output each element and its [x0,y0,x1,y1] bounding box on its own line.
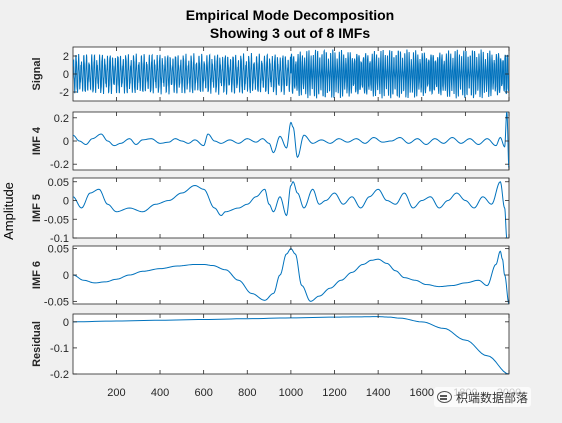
y-tick-label: -0.05 [44,296,69,308]
series-line [73,112,509,169]
y-tick-label: 0 [63,317,69,329]
panel-ylabel: IMF 4 [31,126,43,155]
y-tick-label: 0 [63,136,69,148]
x-tick-label: 1600 [410,387,434,399]
series-line [73,48,509,99]
watermark-text: 枳端数据部落 [456,390,529,405]
chart-title: Empirical Mode Decomposition [186,7,394,23]
x-tick-label: 1400 [366,387,390,399]
subplot-signal: -2 0 2 Signal [31,46,510,102]
axes-box [72,313,510,375]
subplot-group: -2 0 2 Signal -0.2 0 0.2 IMF 4 -0.1 -0.05 0 0.05 IMF… [31,46,510,381]
y-tick-label: -0.1 [50,233,69,245]
panel-ylabel: IMF 5 [31,194,43,222]
series-line [73,248,509,304]
x-tick-label: 800 [238,387,256,399]
subplot-imf-4: -0.2 0 0.2 IMF 4 [31,111,510,171]
subplot-residual: -0.2 -0.1 0 Residual [31,313,510,381]
chart-subtitle: Showing 3 out of 8 IMFs [210,25,370,41]
y-tick-label: -0.2 [50,369,69,381]
chat-bubble-icon [437,391,452,403]
y-tick-label: 0 [63,270,69,282]
subplot-imf-5: -0.1 -0.05 0 0.05 IMF 5 [31,177,510,245]
y-tick-label: 0.05 [48,244,69,256]
subplot-imf-6: -0.05 0 0.05 IMF 6 [31,244,510,308]
series-line [73,316,509,374]
axes-box [72,177,510,239]
watermark: 枳端数据部落 [434,387,532,407]
panel-ylabel: Signal [31,57,43,90]
y-tick-label: 0.2 [54,113,69,125]
axes-box [72,245,510,305]
y-tick-label: 0 [63,69,69,81]
x-tick-label: 200 [107,387,125,399]
x-tick-label: 600 [194,387,212,399]
axes-box [72,111,510,171]
y-tick-label: -0.2 [50,159,69,171]
series-line [73,180,509,238]
y-tick-label: 0 [63,196,69,208]
y-tick-label: -2 [59,87,69,99]
y-tick-label: 2 [63,51,69,63]
y-tick-label: -0.1 [50,343,69,355]
y-axis-label: Amplitude [1,182,16,240]
panel-ylabel: Residual [31,321,43,367]
x-tick-label: 400 [151,387,169,399]
y-tick-label: 0.05 [48,177,69,189]
panel-ylabel: IMF 6 [31,261,43,289]
y-tick-label: -0.05 [44,214,69,226]
x-tick-label: 1000 [279,387,303,399]
x-tick-label: 1200 [322,387,346,399]
